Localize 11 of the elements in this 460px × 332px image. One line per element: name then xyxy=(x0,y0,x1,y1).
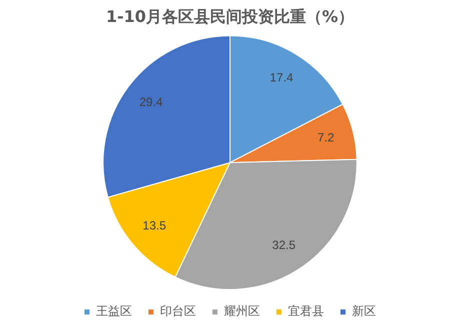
legend-label: 宜君县 xyxy=(288,304,324,318)
data-label: 29.4 xyxy=(139,95,164,110)
legend-label: 新区 xyxy=(352,304,376,318)
chart-title: 1-10月各区县民间投资比重（%） xyxy=(106,6,354,26)
data-label: 13.5 xyxy=(142,218,166,233)
legend-label: 印台区 xyxy=(160,304,196,318)
data-label: 17.4 xyxy=(270,70,294,84)
legend-label: 王益区 xyxy=(96,304,132,318)
data-label: 7.2 xyxy=(318,130,335,144)
data-label: 32.5 xyxy=(272,238,296,252)
legend-label: 耀州区 xyxy=(224,304,260,318)
